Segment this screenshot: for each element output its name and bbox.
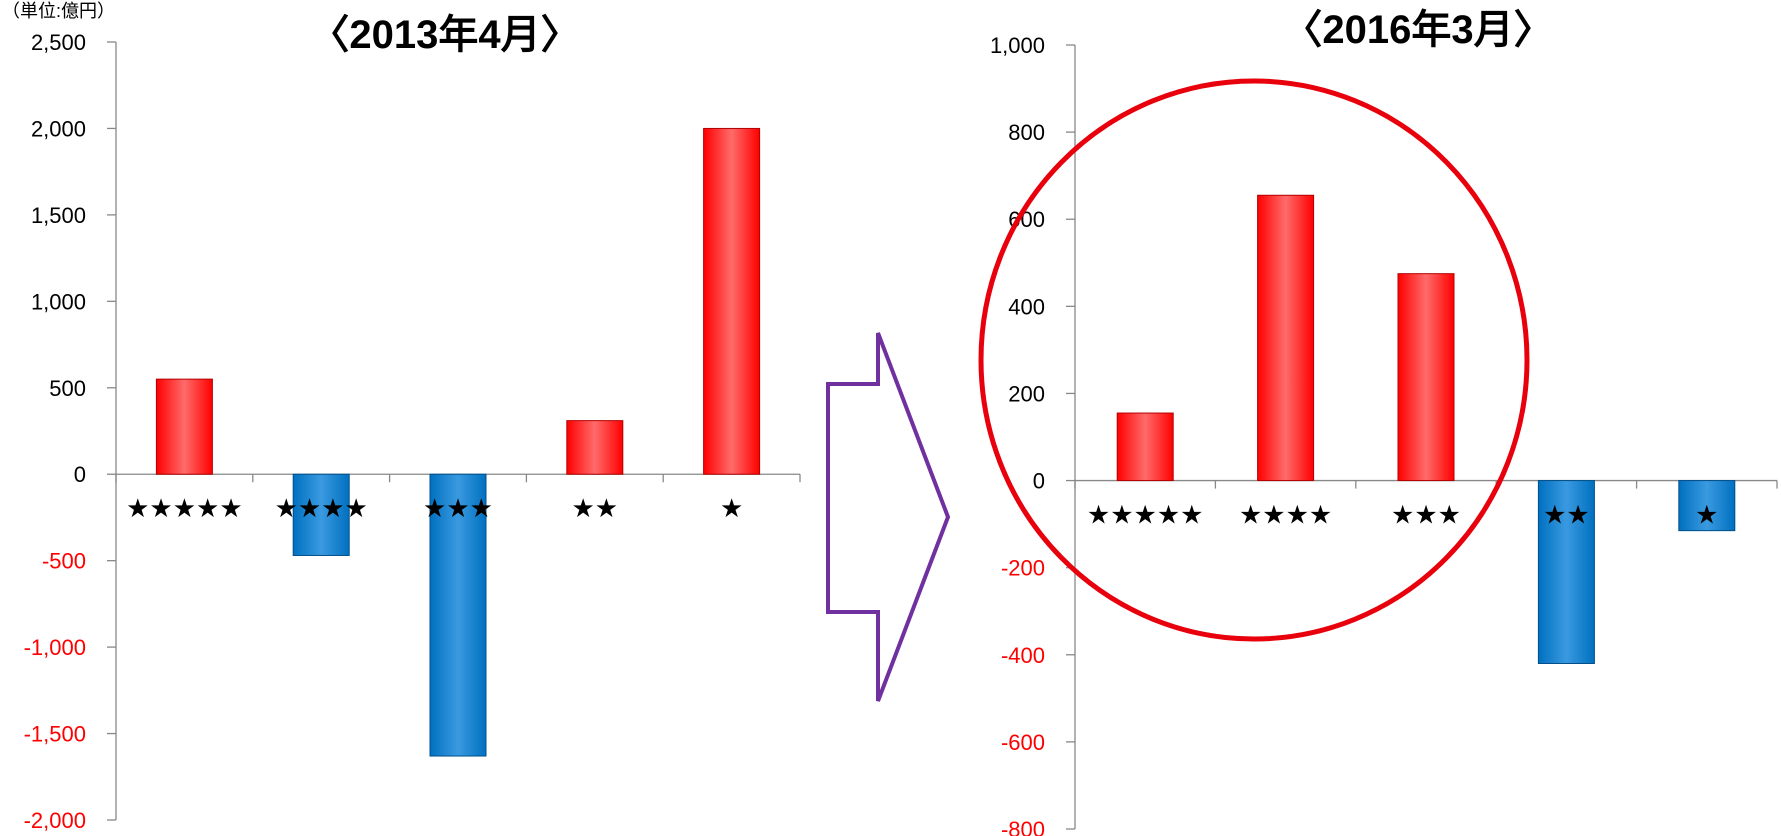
y-tick-label: -400 <box>1001 643 1045 668</box>
category-label: ★★★★★ <box>126 494 243 524</box>
y-tick-label: 500 <box>49 376 86 401</box>
category-label: ★ <box>720 494 743 524</box>
chart-2013-april: 2,500 2,000 1,500 1,000 500 0 -500 -1,000 -1,500… <box>24 13 801 833</box>
category-label: ★★ <box>1543 501 1590 531</box>
y-tick-label: -1,500 <box>24 722 86 747</box>
y-tick-label: 800 <box>1008 120 1045 145</box>
y-tick-label: -500 <box>42 549 86 574</box>
bar-3 <box>1397 273 1455 482</box>
y-tick-label: 200 <box>1008 381 1045 406</box>
y-tick-label: 400 <box>1008 294 1045 319</box>
bar-1 <box>155 378 213 475</box>
y-tick-label: 2,000 <box>31 116 86 141</box>
unit-label: （単位:億円） <box>2 1 115 21</box>
y-tick-label: -1,000 <box>24 635 86 660</box>
y-tick-label: 0 <box>1033 469 1045 494</box>
category-label: ★ <box>1695 501 1718 531</box>
category-label: ★★★★ <box>275 494 368 524</box>
bar-5 <box>703 127 761 475</box>
y-tick-label: -200 <box>1001 556 1045 581</box>
category-label: ★★ <box>571 494 618 524</box>
bar-4 <box>1537 480 1595 664</box>
bar-5 <box>1678 480 1736 532</box>
y-tick-label: 1,000 <box>31 289 86 314</box>
bar-2 <box>1257 194 1315 482</box>
y-tick-label: 2,500 <box>31 30 86 55</box>
bar-3 <box>429 473 487 757</box>
bar-1 <box>1116 412 1174 482</box>
highlight-circle <box>978 78 1530 642</box>
category-label: ★★★ <box>1391 501 1461 531</box>
category-label: ★★★ <box>423 494 493 524</box>
y-tick-label: 0 <box>74 462 86 487</box>
bar-2 <box>292 473 350 556</box>
y-tick-label: -800 <box>1001 817 1045 836</box>
chart-title: 〈2013年4月〉 <box>309 13 580 57</box>
bar-4 <box>566 420 624 475</box>
y-tick-label: -2,000 <box>24 808 86 833</box>
chart-title: 〈2016年3月〉 <box>1282 8 1553 52</box>
y-tick-label: 1,000 <box>990 33 1045 58</box>
category-label: ★★★★ <box>1239 501 1332 531</box>
y-tick-label: -600 <box>1001 730 1045 755</box>
y-tick-label: 1,500 <box>31 203 86 228</box>
right-arrow-icon <box>826 332 951 702</box>
category-label: ★★★★★ <box>1087 501 1204 531</box>
